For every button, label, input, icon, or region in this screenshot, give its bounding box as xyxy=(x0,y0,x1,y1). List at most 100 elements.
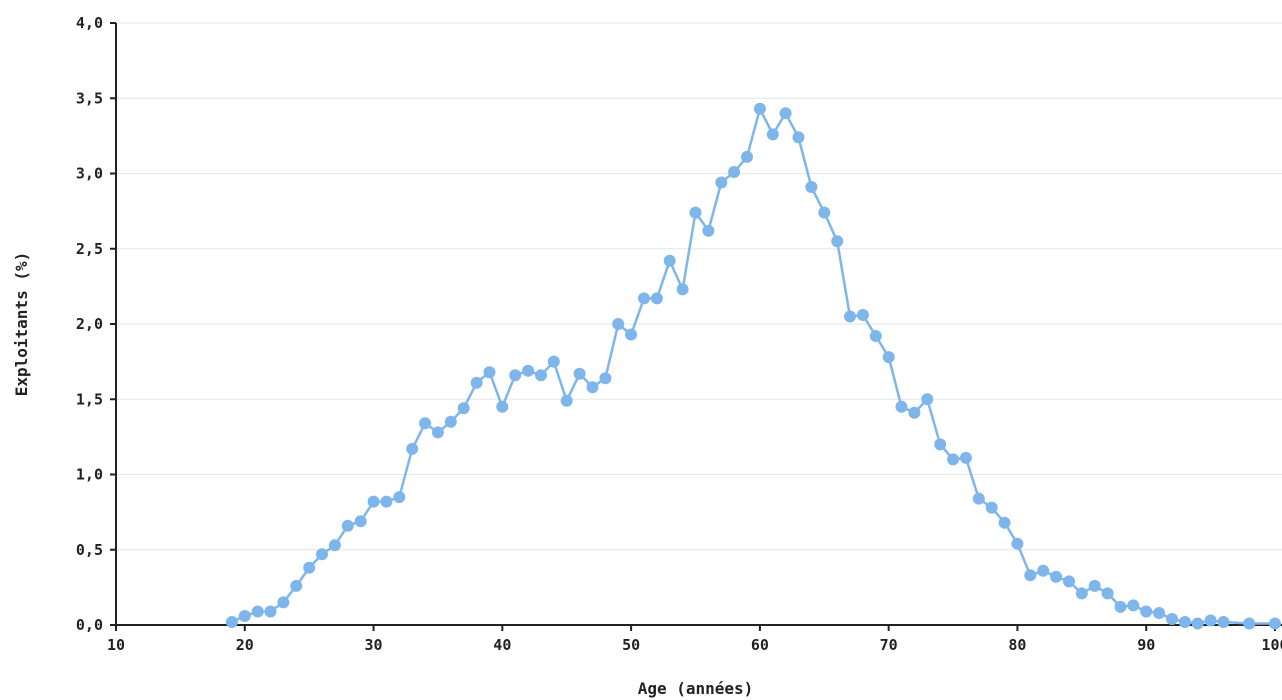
y-tick-label: 4,0 xyxy=(76,14,103,32)
data-series xyxy=(225,102,1281,630)
data-point xyxy=(972,492,985,505)
data-point xyxy=(1127,599,1140,612)
data-point xyxy=(354,515,367,528)
data-point xyxy=(470,376,483,389)
data-point xyxy=(805,181,818,193)
y-axis-title: Exploitants (%) xyxy=(12,252,31,397)
x-tick-label: 60 xyxy=(751,636,769,654)
data-point xyxy=(1269,617,1281,630)
x-tick-label: 30 xyxy=(365,636,383,654)
data-point xyxy=(831,235,844,248)
data-point xyxy=(702,224,715,237)
data-point xyxy=(1101,587,1114,600)
data-point xyxy=(895,400,908,413)
data-point xyxy=(1024,569,1037,582)
data-point xyxy=(1217,616,1230,628)
data-point xyxy=(1114,600,1127,613)
x-tick-label: 40 xyxy=(493,636,511,654)
data-point xyxy=(1191,617,1204,630)
data-point xyxy=(599,372,612,385)
x-tick-label: 90 xyxy=(1137,636,1155,654)
x-tick-label: 20 xyxy=(236,636,254,654)
data-point xyxy=(638,292,650,305)
data-point xyxy=(328,539,341,552)
data-point xyxy=(998,516,1011,529)
x-axis-ticks: 10 20 30 40 50 60 70 80 90 100 xyxy=(107,625,1282,654)
data-point xyxy=(560,394,573,407)
data-point xyxy=(303,561,316,574)
data-point xyxy=(316,548,328,561)
data-point xyxy=(921,393,934,406)
data-point xyxy=(882,351,895,364)
data-point xyxy=(535,369,547,382)
data-point xyxy=(393,491,406,504)
data-point xyxy=(1088,579,1101,592)
data-point xyxy=(509,369,522,382)
data-point xyxy=(753,102,766,115)
data-point xyxy=(547,355,560,368)
data-point xyxy=(225,616,238,628)
data-point xyxy=(844,310,856,323)
data-point xyxy=(985,501,998,514)
data-point xyxy=(496,400,509,413)
data-point xyxy=(818,206,831,219)
x-tick-label: 100 xyxy=(1261,636,1282,654)
data-point xyxy=(444,415,457,428)
data-point xyxy=(650,292,663,305)
y-tick-label: 3,5 xyxy=(76,89,103,107)
data-point xyxy=(625,328,638,341)
data-point xyxy=(779,107,792,120)
data-point xyxy=(264,605,277,618)
data-point xyxy=(457,402,470,415)
data-point xyxy=(1050,570,1063,583)
data-point xyxy=(728,166,741,178)
data-point xyxy=(959,451,972,464)
data-point xyxy=(1063,575,1075,588)
data-point xyxy=(663,254,676,267)
y-axis-ticks: 0,0 0,5 1,0 1,5 2,0 2,5 3,0 3,5 4,0 xyxy=(76,14,116,634)
data-point xyxy=(419,417,432,430)
y-tick-label: 3,0 xyxy=(76,165,103,183)
y-tick-label: 1,0 xyxy=(76,466,103,484)
data-point xyxy=(1140,605,1153,618)
data-point xyxy=(380,495,393,508)
data-point xyxy=(431,426,444,439)
data-point xyxy=(689,206,702,219)
data-point xyxy=(290,579,303,592)
data-point xyxy=(715,176,728,189)
data-point xyxy=(251,605,264,618)
data-point xyxy=(856,309,869,321)
data-point xyxy=(1243,617,1256,630)
data-point xyxy=(1166,613,1178,625)
y-tick-label: 0,5 xyxy=(76,541,103,559)
data-point xyxy=(406,442,419,455)
series-line xyxy=(230,107,1277,625)
data-point xyxy=(367,495,380,508)
data-point xyxy=(277,596,290,609)
data-point xyxy=(869,330,882,342)
data-point xyxy=(483,366,496,379)
data-point xyxy=(1037,564,1050,577)
x-tick-label: 70 xyxy=(880,636,898,654)
data-point xyxy=(1075,587,1088,600)
data-point xyxy=(741,150,753,163)
data-point xyxy=(1153,607,1166,619)
data-point xyxy=(522,364,535,377)
y-tick-label: 0,0 xyxy=(76,616,103,634)
y-tick-label: 2,5 xyxy=(76,240,103,258)
data-point xyxy=(947,453,960,466)
x-tick-label: 10 xyxy=(107,636,125,654)
data-point xyxy=(792,131,805,144)
data-point xyxy=(586,381,599,394)
data-point xyxy=(341,519,354,532)
data-point xyxy=(573,367,586,380)
data-point xyxy=(766,128,779,141)
data-point xyxy=(1204,614,1217,627)
data-point xyxy=(934,438,947,451)
data-point xyxy=(908,406,921,419)
x-axis-title: Age (années) xyxy=(638,679,754,698)
grid-lines xyxy=(116,22,1282,551)
data-point xyxy=(1178,616,1191,628)
data-point xyxy=(1011,537,1024,550)
